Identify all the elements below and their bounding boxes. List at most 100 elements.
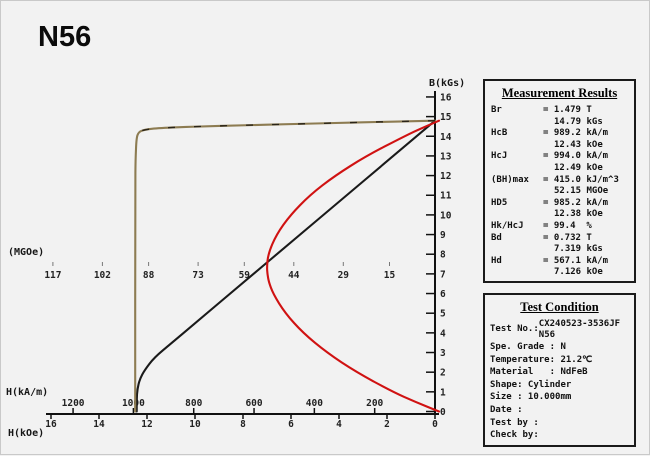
measurement-results-panel: Measurement Results Br = 1.479 T 14.79 kGs…: [483, 79, 636, 283]
measurement-row: Hd = 567.1 kA/m: [491, 256, 634, 268]
mgoe-tick-label: 29: [338, 270, 350, 281]
h-kam-tick-label: 1200: [62, 398, 85, 409]
test-no-value: CX240523-3536JF N56: [539, 319, 620, 340]
h-koe-tick-label: 2: [384, 419, 390, 430]
b-axis-tick-label: 14: [440, 132, 452, 143]
h-kam-axis-label: H(kA/m): [6, 387, 49, 398]
h-koe-tick-label: 6: [288, 419, 294, 430]
measurement-value: = 985.2 kA/m: [543, 197, 609, 208]
measurement-value-alt-unit: 14.79 kGs: [554, 116, 603, 127]
measurement-value: = 415.0 kJ/m^3: [543, 174, 619, 185]
measurement-label: Br: [491, 105, 502, 115]
b-axis-tick-label: 4: [440, 328, 446, 339]
test-no-row: Test No.: CX240523-3536JF N56: [485, 319, 634, 340]
measurement-label: Bd: [491, 232, 502, 243]
measurement-value: = 994.0 kA/m: [543, 151, 609, 162]
measurement-value-alt-unit: 12.43 kOe: [554, 139, 603, 150]
b-axis-tick-label: 10: [440, 210, 452, 221]
h-koe-tick-label: 0: [432, 419, 438, 430]
measurement-value: = 989.2 kA/m: [543, 128, 609, 139]
test-condition-line: Spe. Grade : N: [490, 342, 566, 352]
measurement-row: HcB = 989.2 kA/m: [491, 128, 634, 140]
h-kam-tick-label: 600: [245, 398, 262, 409]
measurement-row: Br = 1.479 T: [491, 105, 634, 117]
intrinsic-curve-J(H): [134, 119, 437, 413]
test-condition-line: Temperature: 21.2℃: [490, 354, 593, 365]
measurement-label: Hd: [491, 255, 502, 266]
test-no-value-line1: CX240523-3536JF: [538, 319, 621, 329]
test-condition-line: Date :: [490, 404, 523, 415]
measurement-label: HcJ: [491, 151, 508, 162]
measurement-value: = 567.1 kA/m: [543, 255, 609, 266]
h-koe-tick-label: 14: [93, 419, 105, 430]
b-axis-tick-label: 0: [440, 407, 446, 418]
measurement-label: Hk/HcJ: [491, 220, 524, 231]
h-kam-tick-label: 1000: [122, 398, 145, 409]
h-koe-tick-label: 4: [336, 419, 342, 430]
test-no-label: Test No.:: [490, 324, 539, 335]
page-title: N56: [38, 21, 92, 53]
measurement-value: = 1.479 T: [543, 105, 592, 115]
h-koe-tick-label: 10: [189, 419, 201, 430]
mgoe-tick-label: 59: [239, 270, 251, 281]
mgoe-tick-label: 44: [288, 270, 300, 281]
test-condition-line: Shape: Cylinder: [490, 379, 572, 390]
measurement-label: (BH)max: [491, 174, 529, 185]
measurement-value-alt-unit: 52.15 MGOe: [554, 186, 609, 197]
h-koe-tick-label: 12: [141, 419, 152, 430]
test-condition-line: Material : NdFeB: [490, 367, 588, 378]
mgoe-tick-label: 15: [384, 270, 396, 281]
test-condition-line: Test by :: [490, 417, 539, 428]
b-axis-tick-label: 5: [440, 309, 446, 320]
measurement-label: HD5: [491, 197, 508, 208]
h-koe-tick-label: 8: [240, 419, 246, 430]
h-koe-tick-label: 16: [45, 419, 57, 430]
b-axis-tick-label: 12: [440, 171, 451, 182]
measurement-row: HD5 = 985.2 kA/m: [491, 198, 634, 210]
measurement-value-alt-unit: 12.38 kOe: [554, 209, 603, 220]
measurement-value: = 0.732 T: [543, 232, 592, 243]
test-condition-panel: Test Condition Test No.: CX240523-3536JF…: [483, 293, 636, 447]
measurement-row: (BH)max = 415.0 kJ/m^3: [491, 175, 634, 187]
measurement-label: HcB: [491, 128, 508, 139]
b-axis-tick-label: 8: [440, 250, 446, 261]
b-axis-tick-label: 16: [440, 92, 452, 103]
h-kam-tick-label: 200: [366, 398, 383, 409]
b-axis-tick-label: 11: [440, 191, 452, 202]
measurement-value-alt-unit: 7.126 kOe: [554, 267, 603, 278]
b-axis-tick-label: 1: [440, 387, 446, 398]
b-axis-tick-label: 13: [440, 151, 452, 162]
test-condition-line: Check by:: [490, 430, 539, 441]
b-axis-tick-label: 15: [440, 112, 452, 123]
test-condition-title: Test Condition: [520, 300, 599, 314]
b-axis-tick-label: 2: [440, 368, 446, 379]
b-axis-tick-label: 7: [440, 269, 446, 280]
energy-product-curve-BH: [266, 119, 441, 413]
measurement-results-table: Br = 1.479 T 14.79 kGs HcB = 989.2 kA/m 12.43…: [485, 105, 634, 279]
h-koe-axis-label: H(kOe): [8, 428, 45, 439]
b-axis-tick-label: 6: [440, 289, 446, 300]
mgoe-axis-label: (MGOe): [8, 247, 45, 258]
b-axis-label: B(kGs): [429, 78, 466, 89]
b-axis-tick-label: 3: [440, 348, 446, 359]
measurement-row: Bd = 0.732 T: [491, 233, 634, 245]
mgoe-tick-label: 73: [192, 270, 204, 281]
measurement-row: HcJ = 994.0 kA/m: [491, 151, 634, 163]
measurement-results-title: Measurement Results: [501, 86, 618, 100]
measurement-value-alt-unit: 12.49 kOe: [554, 162, 603, 173]
mgoe-tick-label: 88: [143, 270, 155, 281]
measurement-value: = 99.4 %: [543, 220, 592, 231]
b-axis-tick-label: 9: [440, 230, 446, 241]
measurement-value-alt-unit: 7.319 kGs: [554, 244, 603, 255]
test-condition-lines: Spe. Grade : N Temperature: 21.2℃ Material…: [485, 340, 634, 442]
measurement-row: Hk/HcJ = 99.4 %: [491, 221, 634, 233]
mgoe-tick-label: 117: [44, 270, 61, 281]
test-condition-line: Size : 10.000mm: [490, 392, 572, 403]
h-kam-tick-label: 800: [185, 398, 202, 409]
mgoe-tick-label: 102: [94, 270, 111, 281]
test-no-value-line2: N56: [538, 329, 556, 340]
h-kam-tick-label: 400: [306, 398, 323, 409]
normal-demagnetization-curve-B(H): [135, 119, 437, 413]
